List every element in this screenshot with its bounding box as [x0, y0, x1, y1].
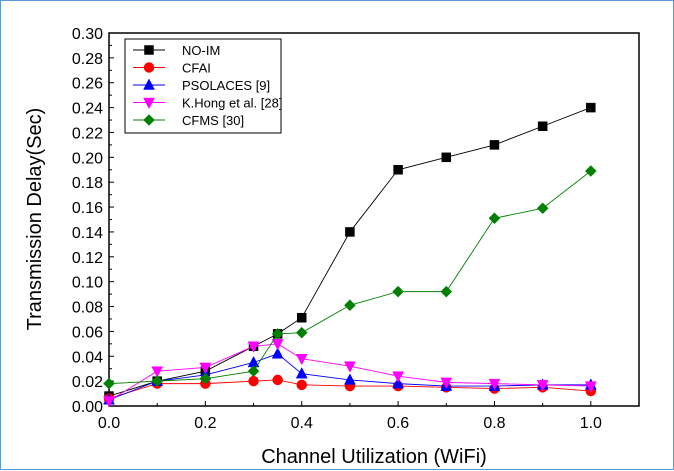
x-axis: 0.0 0.2 0.4 0.6 0.8 1.0 — [98, 401, 602, 432]
data-point — [343, 361, 356, 373]
y-tick-label: 0.08 — [72, 300, 103, 317]
x-tick-label: 0.8 — [483, 415, 505, 432]
y-tick-label: 0.02 — [72, 374, 103, 391]
data-point — [586, 102, 596, 113]
data-point — [103, 377, 115, 390]
data-point — [440, 377, 453, 389]
y-tick-label: 0.18 — [72, 175, 103, 192]
legend-label: K.Hong et al. [28] — [182, 96, 282, 111]
x-tick-label: 0.2 — [194, 415, 216, 432]
data-point — [199, 362, 212, 374]
legend-marker — [143, 97, 155, 110]
y-tick-label: 0.14 — [72, 225, 103, 242]
x-tick-label: 0.0 — [98, 415, 120, 432]
series-line — [108, 353, 591, 401]
legend-marker — [143, 62, 155, 73]
legend: NO-IM CFAI PSOLACES [9] K.Hong et al. [28] C… — [124, 38, 282, 134]
legend-label: CFAI — [182, 61, 211, 76]
series-line — [108, 170, 592, 385]
data-point — [393, 165, 403, 175]
series-4 — [103, 165, 597, 390]
x-tick-label: 0.6 — [387, 415, 409, 432]
x-tick-label: 0.4 — [291, 415, 313, 432]
data-point — [392, 371, 405, 383]
legend-label: PSOLACES [9] — [182, 78, 270, 93]
y-tick-label: 0.10 — [72, 275, 103, 292]
data-point — [295, 367, 308, 379]
series-0 — [104, 102, 596, 401]
y-tick-label: 0.12 — [72, 250, 103, 267]
legend-label: CFMS [30] — [182, 113, 244, 128]
data-point — [344, 299, 356, 312]
y-tick-label: 0.24 — [72, 101, 103, 118]
data-point — [536, 380, 549, 392]
data-point — [296, 312, 307, 323]
data-point — [199, 372, 212, 385]
y-axis-title: Transmission Delay(Sec) — [24, 108, 46, 331]
data-point — [488, 212, 501, 225]
series-line — [108, 107, 591, 397]
data-point — [296, 379, 307, 391]
series-2 — [103, 347, 597, 405]
data-point — [103, 396, 115, 408]
series-3 — [103, 339, 597, 408]
y-tick-label: 0.16 — [72, 200, 103, 217]
legend-item: NO-IM — [133, 43, 220, 58]
data-point — [440, 285, 453, 298]
data-point — [488, 378, 501, 391]
legend-item: CFMS [30] — [133, 113, 244, 128]
legend-item: PSOLACES [9] — [133, 78, 270, 93]
y-tick-label: 0.30 — [72, 26, 103, 43]
y-tick-label: 0.06 — [72, 324, 103, 341]
legend-marker — [143, 78, 155, 90]
y-tick-label: 0.20 — [72, 150, 103, 167]
data-point — [272, 374, 283, 386]
data-point — [248, 375, 259, 387]
legend-marker — [143, 114, 155, 126]
series-line — [108, 379, 591, 399]
series-line — [108, 343, 591, 402]
y-tick-label: 0.00 — [72, 399, 103, 416]
data-point — [392, 285, 404, 298]
data-point — [151, 375, 164, 387]
y-tick-label: 0.22 — [72, 125, 103, 142]
x-axis-title: Channel Utilization (WiFi) — [261, 446, 487, 468]
data-point — [536, 202, 549, 215]
legend-item: CFAI — [133, 61, 211, 76]
legend-item: K.Hong et al. [28] — [133, 96, 282, 111]
data-point — [295, 326, 308, 339]
y-axis: 0.00 0.02 0.04 0.06 0.08 0.10 0.12 0.14 0.16 0.18… — [72, 26, 114, 416]
data-point — [584, 381, 597, 393]
data-point — [271, 347, 284, 359]
y-tick-label: 0.04 — [72, 349, 103, 366]
data-point — [392, 377, 405, 389]
series-layer — [103, 102, 597, 408]
data-point — [151, 366, 164, 378]
data-point — [584, 165, 597, 177]
legend-marker — [144, 45, 154, 55]
y-tick-label: 0.28 — [72, 51, 103, 68]
y-tick-label: 0.26 — [72, 76, 103, 93]
data-point — [441, 152, 452, 163]
x-tick-label: 1.0 — [580, 415, 602, 432]
data-point — [247, 341, 260, 353]
data-point — [345, 227, 355, 237]
data-point — [247, 365, 260, 378]
data-point — [489, 140, 500, 150]
data-point — [271, 328, 284, 340]
data-point — [295, 354, 308, 366]
data-point — [537, 121, 548, 131]
data-point — [343, 373, 356, 385]
legend-label: NO-IM — [182, 43, 220, 58]
